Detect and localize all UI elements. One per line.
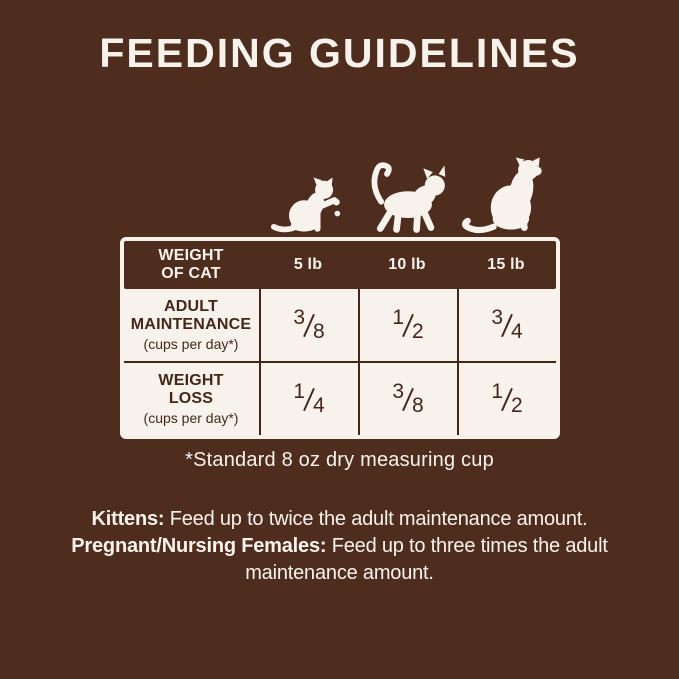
walking-cat-icon bbox=[371, 162, 446, 233]
cat-size-icons-row bbox=[120, 157, 560, 234]
fraction-numerator: 3 bbox=[491, 306, 503, 329]
serving-adult-15lb: 3 4 bbox=[456, 289, 556, 361]
row-label-note: (cups per day*) bbox=[143, 336, 239, 353]
table-row-adult-maintenance: ADULT MAINTENANCE (cups per day*) 3 8 1 … bbox=[124, 289, 556, 361]
fraction-numerator: 1 bbox=[293, 380, 305, 403]
fraction-numerator: 3 bbox=[392, 380, 404, 403]
serving-adult-5lb: 3 8 bbox=[258, 289, 358, 361]
row-label-line2: MAINTENANCE bbox=[130, 316, 252, 333]
header-weight-line1: WEIGHT bbox=[158, 247, 224, 265]
row-label-line1: WEIGHT bbox=[158, 371, 224, 389]
measuring-cup-footnote: *Standard 8 oz dry measuring cup bbox=[185, 449, 494, 471]
header-col-5lb: 5 lb bbox=[293, 256, 323, 274]
header-weight-of-cat: WEIGHT OF CAT bbox=[124, 241, 259, 289]
header-weight-line2: OF CAT bbox=[161, 265, 221, 282]
feeding-table: WEIGHT OF CAT 5 lb 10 lb 15 lb ADULT MAI… bbox=[119, 237, 560, 439]
serving-loss-15lb: 1 2 bbox=[456, 363, 556, 435]
row-label-line2: LOSS bbox=[168, 390, 214, 407]
fraction-denominator: 8 bbox=[412, 394, 424, 417]
header-col-15lb: 15 lb bbox=[487, 256, 525, 274]
row-label-weight-loss: WEIGHT LOSS (cups per day*) bbox=[124, 363, 259, 435]
feeding-notes: Kittens: Feed up to twice the adult main… bbox=[40, 506, 640, 587]
serving-adult-10lb: 1 2 bbox=[357, 289, 457, 361]
fraction-value: 3 8 bbox=[392, 380, 423, 417]
note-kittens-label: Kittens: bbox=[91, 508, 165, 530]
fraction-numerator: 1 bbox=[491, 380, 503, 403]
note-pregnant-nursing: Pregnant/Nursing Females: Feed up to thr… bbox=[40, 533, 640, 587]
fraction-numerator: 1 bbox=[392, 306, 404, 329]
fraction-value: 1 2 bbox=[392, 306, 423, 343]
note-pregnant-text: Feed up to three times the adult mainten… bbox=[245, 535, 608, 584]
row-label-note: (cups per day*) bbox=[143, 410, 239, 427]
row-label-adult-maintenance: ADULT MAINTENANCE (cups per day*) bbox=[124, 289, 259, 361]
fraction-value: 3 4 bbox=[491, 306, 522, 343]
serving-loss-10lb: 3 8 bbox=[357, 363, 457, 435]
fraction-denominator: 4 bbox=[313, 394, 325, 417]
fraction-denominator: 4 bbox=[511, 320, 523, 343]
table-row-weight-loss: WEIGHT LOSS (cups per day*) 1 4 3 8 bbox=[123, 361, 556, 435]
feeding-table-header: WEIGHT OF CAT 5 lb 10 lb 15 lb bbox=[123, 241, 556, 289]
fraction-value: 3 8 bbox=[293, 306, 324, 343]
fraction-denominator: 8 bbox=[313, 320, 325, 343]
fraction-denominator: 2 bbox=[511, 394, 523, 417]
serving-loss-5lb: 1 4 bbox=[258, 363, 358, 435]
note-pregnant-label: Pregnant/Nursing Females: bbox=[71, 535, 327, 557]
row-label-line1: ADULT bbox=[163, 297, 219, 315]
note-kittens-text: Feed up to twice the adult maintenance a… bbox=[169, 508, 588, 530]
fraction-numerator: 3 bbox=[293, 306, 305, 329]
cat-cell-small bbox=[257, 177, 358, 233]
fraction-denominator: 2 bbox=[412, 320, 424, 343]
fraction-value: 1 2 bbox=[491, 380, 522, 417]
page-title: FEEDING GUIDELINES bbox=[99, 30, 580, 76]
header-col-10lb: 10 lb bbox=[388, 256, 426, 274]
cat-cell-large bbox=[459, 157, 560, 234]
kitten-icon bbox=[270, 177, 341, 233]
cat-cell-medium bbox=[358, 159, 459, 233]
fraction-value: 1 4 bbox=[293, 380, 324, 417]
note-kittens: Kittens: Feed up to twice the adult main… bbox=[40, 506, 640, 533]
sitting-cat-icon bbox=[461, 157, 542, 234]
